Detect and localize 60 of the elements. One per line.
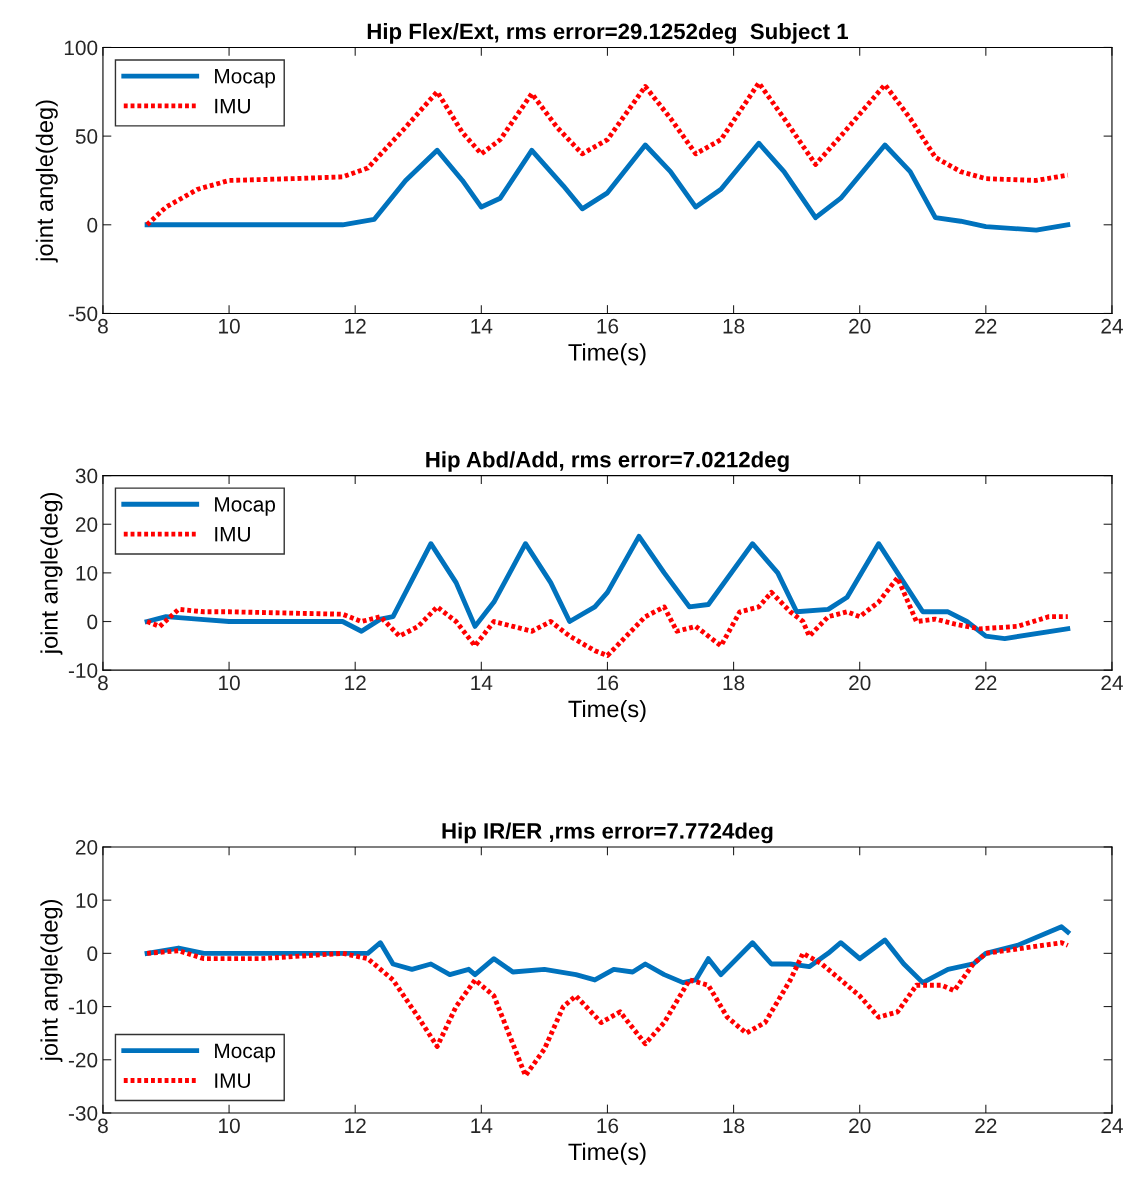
x-tick-label: 12	[345, 1118, 366, 1133]
x-tick-label: 20	[849, 318, 871, 334]
legend-label: IMU	[215, 527, 250, 542]
y-axis-title: joint angle(deg)	[40, 492, 63, 655]
y-tick-label: 20	[75, 839, 98, 855]
y-tick-label: 10	[76, 893, 98, 908]
y-tick-label: -30	[68, 1105, 98, 1121]
chart-title: Hip Flex/Ext, rms error=29.1252deg Subject 1	[367, 23, 848, 44]
x-axis-title: Time(s)	[568, 343, 646, 366]
x-tick-label: 12	[345, 675, 366, 691]
y-tick-label: 30	[75, 468, 98, 484]
x-tick-label: 16	[597, 318, 619, 334]
y-tick-label: 10	[76, 565, 98, 581]
chart-title: Hip Abd/Add, rms error=7.0212deg	[426, 451, 789, 472]
x-tick-label: 14	[471, 319, 493, 334]
legend-label: IMU	[215, 1073, 250, 1089]
legend-label: Mocap	[215, 497, 276, 516]
x-tick-label: 22	[975, 675, 997, 691]
x-tick-label: 8	[98, 1118, 108, 1134]
x-tick-label: 10	[219, 318, 240, 334]
x-tick-label: 8	[98, 318, 108, 334]
x-tick-label: 14	[471, 675, 493, 691]
x-tick-label: 10	[219, 1118, 240, 1134]
x-tick-label: 10	[219, 675, 240, 691]
x-tick-label: 14	[471, 1118, 493, 1133]
x-tick-label: 20	[849, 1118, 871, 1134]
x-tick-label: 22	[975, 1118, 997, 1133]
y-tick-label: 0	[87, 614, 98, 630]
y-tick-label: -50	[68, 306, 98, 322]
x-axis-title: Time(s)	[568, 700, 646, 722]
x-tick-label: 18	[723, 1118, 745, 1134]
x-tick-label: 24	[1101, 318, 1123, 334]
y-tick-label: -10	[68, 663, 98, 678]
y-tick-label: 0	[87, 217, 98, 233]
x-tick-label: 12	[345, 318, 366, 334]
x-tick-label: 18	[723, 318, 745, 334]
y-tick-label: 100	[64, 40, 98, 56]
x-tick-label: 8	[98, 675, 108, 691]
x-axis-title: Time(s)	[568, 1142, 646, 1165]
legend-label: Mocap	[215, 69, 276, 88]
y-tick-label: 50	[75, 129, 98, 144]
y-tick-label: 0	[87, 946, 98, 962]
line-series	[144, 924, 1071, 986]
legend-label: Mocap	[215, 1043, 276, 1063]
x-tick-label: 22	[975, 318, 997, 334]
legend-label: IMU	[215, 98, 250, 114]
x-tick-label: 20	[849, 675, 871, 691]
y-tick-label: -20	[68, 1052, 98, 1068]
x-tick-label: 16	[597, 675, 619, 691]
line-series	[144, 575, 1071, 658]
x-tick-label: 16	[597, 1118, 619, 1134]
y-axis-title: joint angle(deg)	[35, 100, 58, 263]
x-tick-label: 18	[723, 675, 745, 691]
y-tick-label: 20	[75, 517, 98, 532]
x-tick-label: 24	[1101, 1118, 1123, 1133]
x-tick-label: 24	[1101, 675, 1123, 691]
y-axis-title: joint angle(deg)	[40, 900, 63, 1062]
chart-title: Hip IR/ER ,rms error=7.7724deg	[442, 822, 773, 844]
y-tick-label: -10	[68, 999, 98, 1015]
line-series	[144, 140, 1071, 233]
